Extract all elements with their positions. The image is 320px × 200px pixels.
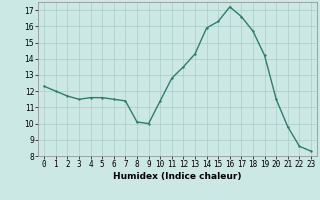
X-axis label: Humidex (Indice chaleur): Humidex (Indice chaleur) xyxy=(113,172,242,181)
